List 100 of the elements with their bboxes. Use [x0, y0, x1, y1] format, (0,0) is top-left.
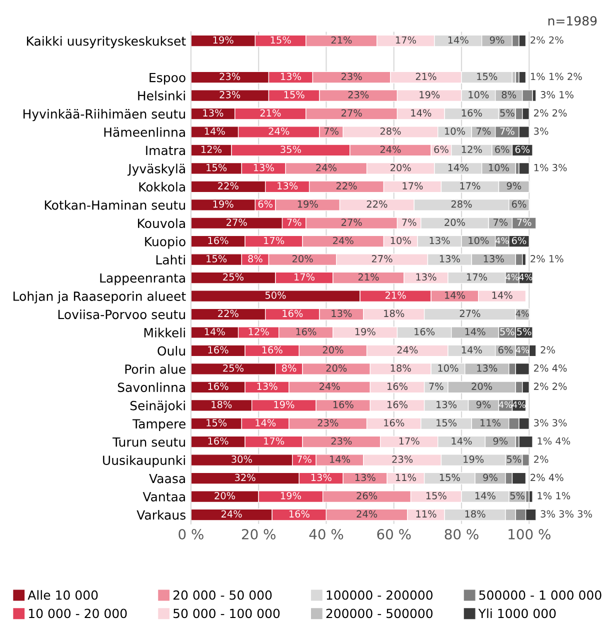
y-tick-label: Lohjan ja Raaseporin alueet	[14, 291, 186, 304]
data-label: 17%	[402, 182, 423, 190]
data-label: 23%	[392, 456, 413, 463]
data-label: 23%	[220, 91, 240, 98]
text: 2% 1%	[530, 255, 564, 262]
y-tick-label: Hämeenlinna	[104, 127, 185, 137]
data-label: 7%	[287, 218, 302, 226]
bar	[528, 490, 533, 503]
text: 1% 1% 2%	[531, 72, 582, 80]
y-tick-label: Kaikki uusyrityskeskukset	[27, 36, 186, 48]
data-label: 16%	[462, 109, 482, 117]
data-label: 14%	[448, 164, 468, 172]
data-label: 27%	[342, 218, 362, 226]
data-label: 7%	[517, 218, 532, 226]
text: 1% 3%	[534, 164, 567, 172]
data-label: 22%	[336, 182, 357, 190]
data-label: 3%	[534, 127, 548, 135]
data-label: 14%	[492, 292, 512, 299]
data-label: 16%	[208, 236, 228, 244]
data-label: 7%	[297, 456, 312, 463]
data-label: 18%	[390, 364, 411, 372]
data-label: 20%	[326, 364, 347, 372]
text: 2% 2%	[534, 382, 567, 390]
data-label: 13%	[311, 474, 332, 482]
data-label: 24%	[316, 164, 337, 172]
data-label: 6%	[434, 146, 448, 154]
legend-label: 10 000 - 20 000	[29, 608, 127, 618]
y-tick-label: Kouvola	[138, 218, 185, 228]
data-label: 17%	[264, 437, 284, 445]
data-label: 26%	[356, 492, 378, 500]
data-label: 13%	[430, 236, 450, 244]
bar	[518, 436, 533, 448]
y-tick-label: Varkaus	[136, 510, 186, 520]
data-label: 13%	[477, 364, 498, 372]
data-label: 4%	[498, 401, 512, 408]
legend-label: Alle 10 000	[28, 590, 98, 600]
data-label: 15%	[477, 72, 498, 80]
data-label: 23%	[342, 72, 362, 80]
text: 3% 3%	[534, 419, 567, 426]
data-label: 6%	[512, 236, 526, 244]
data-label: 19%	[280, 492, 301, 500]
data-label: 23%	[348, 91, 369, 98]
data-label: 23%	[331, 437, 352, 445]
data-label: 16%	[208, 437, 228, 445]
data-label: 28%	[451, 200, 472, 208]
data-label: 13%	[203, 109, 224, 117]
data-label: 5%	[510, 492, 524, 500]
data-label: 15%	[426, 492, 446, 500]
data-label: 14%	[204, 328, 225, 336]
data-label: 13%	[355, 474, 376, 482]
y-tick-label: Savonlinna	[118, 382, 185, 392]
data-label: 4%	[516, 310, 529, 317]
data-label: 21%	[416, 72, 436, 80]
data-label: 13%	[278, 182, 298, 190]
data-label: 22%	[218, 182, 238, 190]
y-tick-label: Vaasa	[149, 474, 185, 484]
data-label: 24%	[221, 510, 242, 518]
data-label: 10%	[468, 236, 489, 244]
data-label: 24%	[320, 382, 340, 390]
data-label: 14%	[465, 328, 486, 336]
text: 1% 1%	[538, 492, 570, 500]
data-label: 21%	[385, 292, 406, 299]
data-label: 15%	[440, 474, 460, 482]
x-tick-label: 80 %	[444, 528, 478, 540]
data-label: 17%	[294, 273, 315, 281]
data-label: 14%	[445, 292, 466, 299]
x-tick-label: 60 %	[377, 528, 411, 540]
data-label: 25%	[223, 273, 244, 281]
data-label: 16%	[388, 400, 408, 408]
data-label: 9%	[493, 437, 508, 445]
data-label: 9%	[490, 36, 504, 44]
data-label: 7%	[500, 127, 514, 135]
data-label: 12%	[248, 328, 269, 336]
legend-label: 20 000 - 50 000	[173, 590, 272, 600]
data-label: 15%	[206, 164, 227, 172]
y-tick-label: Turun seutu	[112, 437, 185, 447]
legend-label: 500000 - 1 000 000	[479, 590, 602, 600]
data-label: 17%	[460, 182, 480, 190]
data-label: 7%	[476, 127, 491, 135]
x-tick-label: 20 %	[242, 528, 276, 540]
data-label: 16%	[388, 382, 408, 390]
data-label: 9%	[506, 182, 522, 190]
y-tick-label: Tampere	[132, 419, 186, 431]
text: 1% 4%	[538, 437, 570, 445]
data-label: 23%	[318, 419, 338, 426]
data-label: 2%	[534, 456, 548, 463]
y-tick-label: Imatra	[146, 146, 185, 156]
data-label: 35%	[280, 146, 301, 154]
y-tick-label: Uusikaupunki	[103, 455, 185, 468]
data-label: 24%	[380, 146, 401, 154]
data-label: 17%	[396, 36, 416, 44]
data-label: 6%	[498, 346, 513, 354]
y-tick-label: Espoo	[150, 72, 186, 85]
data-label: 19%	[464, 456, 484, 463]
data-label: 10%	[445, 127, 466, 135]
data-label: 16%	[208, 346, 228, 354]
data-label: 21%	[331, 36, 352, 44]
data-label: 5%	[506, 456, 522, 463]
y-tick-label: Helsinki	[138, 90, 185, 100]
data-label: 14%	[204, 127, 225, 135]
